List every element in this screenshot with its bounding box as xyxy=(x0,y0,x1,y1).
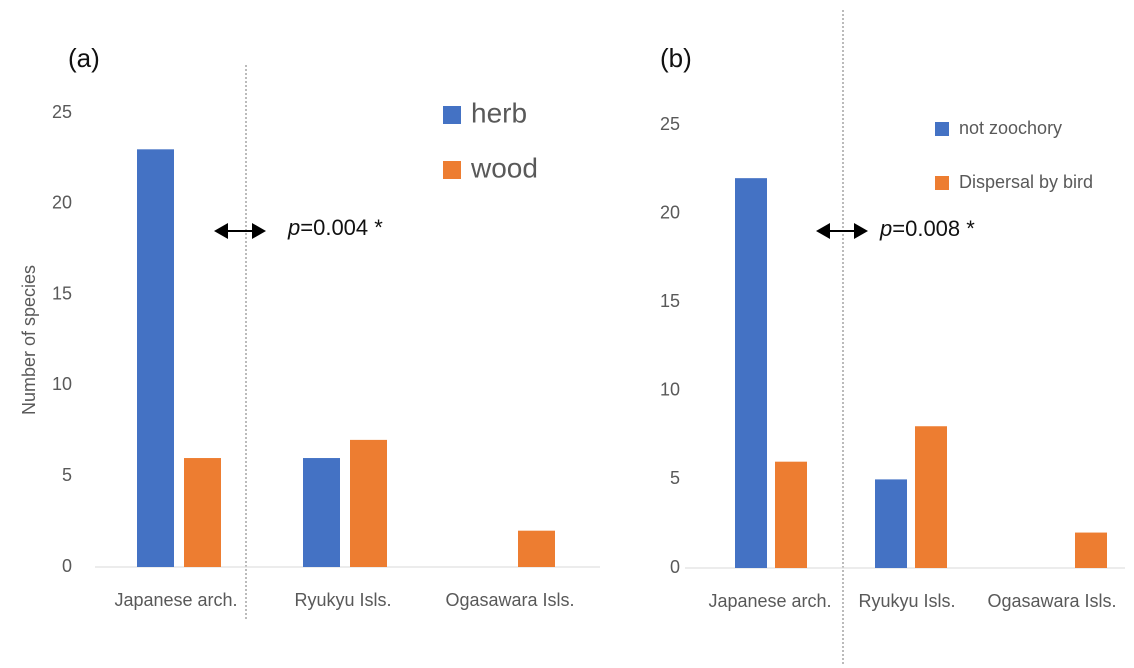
y-tick-label: 5 xyxy=(62,465,72,485)
y-tick-label: 25 xyxy=(660,114,680,134)
annotation: p=0.008 * xyxy=(879,216,975,241)
legend-label: wood xyxy=(470,152,538,183)
y-tick-label: 25 xyxy=(52,102,72,122)
x-tick-label: Ryukyu Isls. xyxy=(858,591,955,611)
bar xyxy=(915,426,947,568)
bar xyxy=(735,178,767,568)
x-tick-label: Japanese arch. xyxy=(708,591,831,611)
x-tick-label: Ogasawara Isls. xyxy=(987,591,1116,611)
bar xyxy=(350,439,387,567)
bar xyxy=(303,458,340,567)
y-tick-label: 0 xyxy=(62,556,72,576)
bar xyxy=(184,458,221,567)
annotation-part: p xyxy=(287,215,300,240)
y-tick-label: 0 xyxy=(670,557,680,577)
y-tick-label: 5 xyxy=(670,468,680,488)
y-tick-label: 15 xyxy=(660,291,680,311)
y-tick-label: 20 xyxy=(660,202,680,222)
bar xyxy=(518,530,555,567)
annotation: p=0.004 * xyxy=(287,215,383,240)
annotation-part: p xyxy=(879,216,892,241)
legend-swatch xyxy=(443,161,461,179)
bar xyxy=(775,461,807,568)
legend-label: herb xyxy=(471,97,527,128)
bar xyxy=(1075,532,1107,568)
legend-label: not zoochory xyxy=(959,118,1062,138)
panel-label: (a) xyxy=(68,43,100,73)
legend-swatch xyxy=(443,106,461,124)
annotation-part: =0.004 * xyxy=(300,215,383,240)
x-tick-label: Japanese arch. xyxy=(114,590,237,610)
legend-swatch xyxy=(935,176,949,190)
legend-label: Dispersal by bird xyxy=(959,172,1093,192)
bar xyxy=(875,479,907,568)
annotation-part: =0.008 * xyxy=(892,216,975,241)
x-tick-label: Ryukyu Isls. xyxy=(294,590,391,610)
y-axis-title: Number of species xyxy=(19,265,39,415)
panel-label: (b) xyxy=(660,43,692,73)
y-tick-label: 15 xyxy=(52,283,72,303)
y-tick-label: 10 xyxy=(660,380,680,400)
y-tick-label: 10 xyxy=(52,374,72,394)
bar xyxy=(137,149,174,567)
y-tick-label: 20 xyxy=(52,193,72,213)
legend-swatch xyxy=(935,122,949,136)
x-tick-label: Ogasawara Isls. xyxy=(445,590,574,610)
